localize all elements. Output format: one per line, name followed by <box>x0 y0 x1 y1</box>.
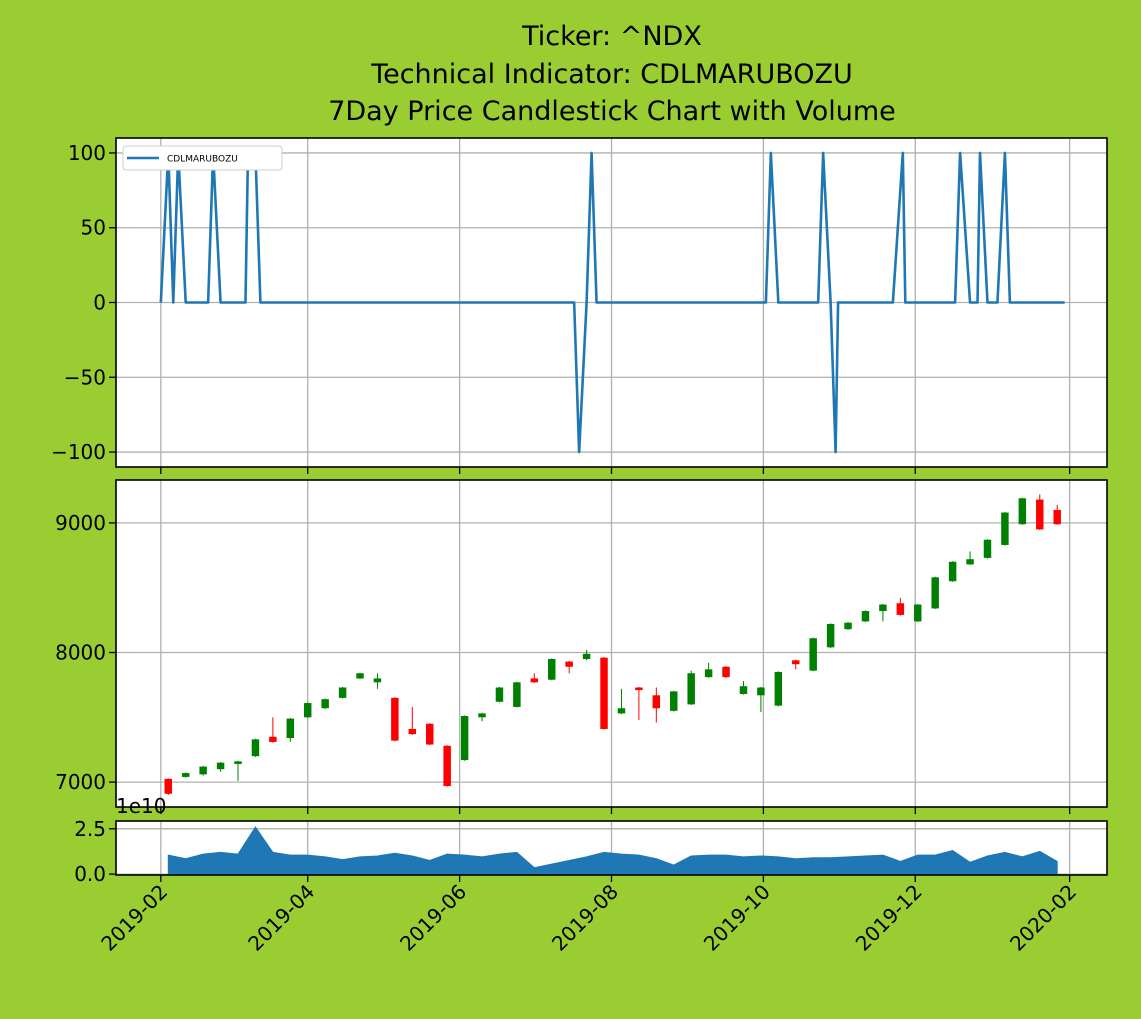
candle-body <box>600 657 608 729</box>
candle-body <box>1053 509 1061 525</box>
candle-body <box>914 604 922 622</box>
candle-body <box>809 638 817 671</box>
chart-title: 7Day Price Candlestick Chart with Volume <box>328 96 896 127</box>
y-tick-label: 2.5 <box>74 817 106 841</box>
candle-body <box>269 736 277 742</box>
x-tick-label: 2020-02 <box>1005 880 1081 956</box>
candle-body <box>774 671 783 706</box>
chart-title: Ticker: ^NDX <box>521 21 702 52</box>
candle-body <box>879 604 887 612</box>
candle-body <box>495 687 504 702</box>
candle-body <box>478 713 486 718</box>
candle-body <box>687 673 695 705</box>
plot-frame <box>115 820 1108 876</box>
y-tick-label: 50 <box>81 216 106 240</box>
candle-body <box>321 699 329 709</box>
candle-body <box>425 723 434 745</box>
chart-title: Technical Indicator: CDLMARUBOZU <box>370 59 853 90</box>
x-tick-label: 2019-04 <box>243 880 319 956</box>
candle-body <box>513 682 521 707</box>
y-tick-label: 0.0 <box>74 862 106 886</box>
candle-body <box>792 660 800 665</box>
x-tick-label: 2019-12 <box>851 880 927 956</box>
candle-body <box>408 728 417 735</box>
line-series <box>159 151 1065 454</box>
candle-body <box>286 718 295 739</box>
y-tick-label: 9000 <box>55 511 106 535</box>
y-tick-label: 7000 <box>55 770 106 794</box>
candle-body <box>861 611 870 622</box>
candle-body <box>303 703 312 718</box>
y-tick-label: 8000 <box>55 641 106 665</box>
legend: CDLMARUBOZU <box>122 145 283 171</box>
axis-offset-label: 1e10 <box>116 794 166 818</box>
candle-body <box>164 778 173 794</box>
candle-body <box>1001 512 1009 545</box>
candle-body <box>391 697 399 741</box>
candle-body <box>635 687 643 691</box>
candle-body <box>582 653 591 659</box>
candle-body <box>199 766 207 775</box>
plot-frame <box>115 137 1108 468</box>
candle-body <box>565 661 573 667</box>
candle-body <box>338 687 347 698</box>
legend-box <box>122 145 283 171</box>
candle-body <box>722 666 730 678</box>
candle-body <box>931 577 939 609</box>
candle-body <box>1018 498 1027 525</box>
candle-body <box>1036 499 1044 530</box>
candle-body <box>460 716 469 761</box>
candle-body <box>966 559 974 565</box>
candle-body <box>757 687 765 696</box>
legend-label: CDLMARUBOZU <box>167 155 238 165</box>
candle-body <box>356 673 364 679</box>
candle-body <box>373 678 382 683</box>
candle-body <box>443 745 451 787</box>
candle-body <box>216 762 225 770</box>
y-tick-label: −50 <box>64 365 106 389</box>
candle-body <box>234 761 242 764</box>
candle-body <box>948 561 957 582</box>
y-tick-label: 0 <box>93 291 106 315</box>
plot-frame <box>115 479 1108 808</box>
candle-body <box>548 658 556 680</box>
candle-body <box>530 678 539 683</box>
x-tick-label: 2019-02 <box>96 880 172 956</box>
candle-body <box>826 623 835 648</box>
x-tick-label: 2019-10 <box>699 880 775 956</box>
candle-body <box>617 708 626 714</box>
candle-body <box>983 539 992 558</box>
y-tick-label: −100 <box>51 440 106 464</box>
area-series <box>167 826 1058 875</box>
candle-body <box>251 739 260 757</box>
y-tick-label: 100 <box>68 141 106 165</box>
candle-body <box>844 622 852 630</box>
candle-body <box>739 686 748 694</box>
candle-body <box>670 691 678 711</box>
candle-body <box>704 669 713 678</box>
x-tick-label: 2019-08 <box>547 880 623 956</box>
candle-body <box>652 695 661 709</box>
candle-body <box>181 773 190 777</box>
x-tick-label: 2019-06 <box>395 880 471 956</box>
candle-body <box>896 603 905 615</box>
